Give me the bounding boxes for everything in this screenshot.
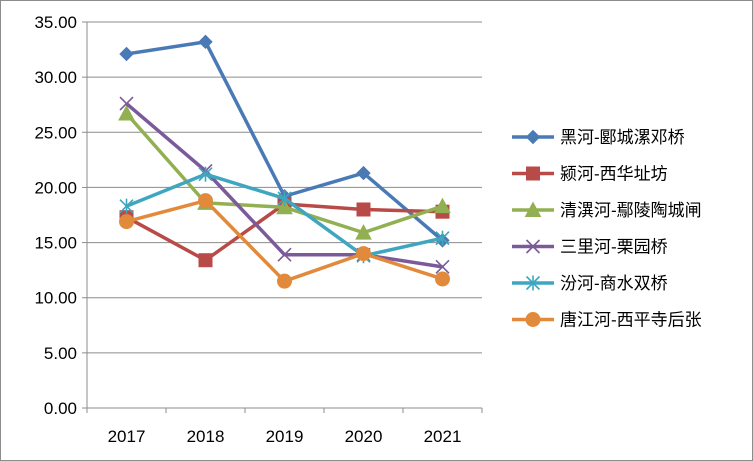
data-point — [435, 259, 450, 274]
y-tick-label: 15.00 — [34, 234, 77, 253]
data-point — [355, 224, 372, 240]
data-point — [277, 273, 292, 289]
x-tick-label: 2017 — [108, 427, 146, 446]
data-point — [119, 96, 134, 111]
legend-marker — [525, 239, 541, 254]
x-tick-label: 2018 — [187, 427, 225, 446]
series-3 — [118, 104, 451, 240]
data-point — [198, 193, 213, 209]
data-point — [198, 34, 213, 50]
legend-label: 颍河-西华址坊 — [560, 165, 668, 184]
legend-item: 黑河-郾城漯邓桥 — [512, 128, 685, 147]
data-point — [356, 246, 371, 262]
y-tick-label: 20.00 — [34, 178, 77, 197]
x-tick-label: 2020 — [345, 427, 383, 446]
legend-marker — [525, 129, 541, 145]
y-tick-label: 35.00 — [34, 13, 77, 32]
legend-marker — [525, 312, 541, 327]
legend-item: 唐江河-西平寺后张 — [512, 310, 702, 330]
data-point — [435, 271, 450, 287]
legend-item: 汾河-商水双桥 — [512, 274, 668, 293]
data-point — [118, 104, 135, 121]
y-tick-label: 25.00 — [34, 123, 77, 142]
legend: 黑河-郾城漯邓桥颍河-西华址坊清潩河-鄢陵陶城闸三里河-栗园桥汾河-商水双桥唐江… — [512, 128, 702, 330]
data-point — [119, 214, 134, 230]
y-tick-label: 30.00 — [34, 68, 77, 87]
x-tick-labels: 2017 2018 2019 2020 2021 — [108, 427, 462, 446]
grid-lines — [87, 21, 482, 354]
series-5 — [119, 166, 450, 264]
y-tick-labels: 0.00 5.00 10.00 15.00 20.00 25.00 30.00 35.00 — [34, 13, 77, 418]
legend-item: 颍河-西华址坊 — [512, 165, 668, 184]
axes — [82, 21, 483, 413]
data-point — [356, 165, 371, 181]
legend-marker — [524, 201, 542, 217]
legend-item: 三里河-栗园桥 — [512, 238, 668, 257]
data-point — [277, 247, 292, 262]
legend-label: 清潩河-鄢陵陶城闸 — [560, 201, 702, 220]
x-tick-label: 2019 — [266, 427, 304, 446]
legend-label: 唐江河-西平寺后张 — [560, 310, 702, 330]
data-point — [434, 197, 451, 214]
data-point — [119, 46, 134, 62]
series-lines — [118, 34, 451, 289]
x-tick-label: 2021 — [424, 427, 462, 446]
legend-label: 黑河-郾城漯邓桥 — [560, 128, 685, 147]
series-line — [125, 112, 444, 235]
legend-label: 三里河-栗园桥 — [560, 238, 668, 257]
y-tick-label: 10.00 — [34, 289, 77, 308]
data-point — [356, 202, 371, 217]
legend-label: 汾河-商水双桥 — [560, 274, 668, 293]
y-tick-label: 0.00 — [44, 399, 77, 418]
series-6 — [119, 193, 450, 289]
data-point — [198, 166, 213, 182]
y-tick-label: 5.00 — [44, 344, 77, 363]
legend-item: 清潩河-鄢陵陶城闸 — [512, 201, 702, 220]
data-point — [276, 198, 293, 215]
legend-marker — [526, 166, 540, 181]
data-point — [277, 190, 292, 206]
data-point — [435, 230, 450, 246]
data-point — [198, 253, 213, 268]
data-point — [119, 198, 134, 214]
legend-marker — [525, 275, 541, 291]
